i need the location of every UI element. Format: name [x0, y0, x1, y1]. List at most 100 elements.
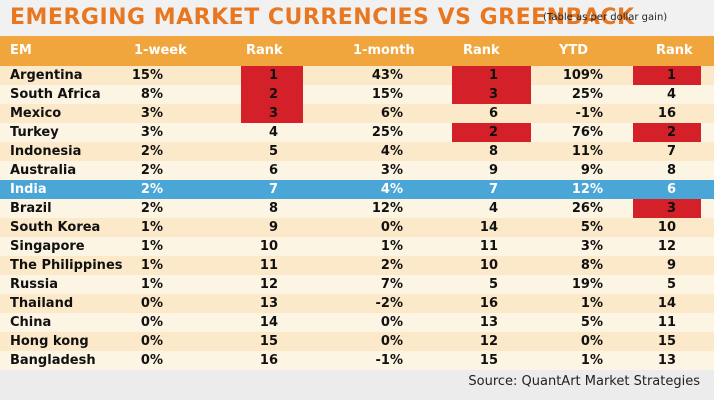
table-row: Singapore 1% 10 1% 11 3% 12: [0, 237, 714, 256]
cell-ytd: 109%: [562, 68, 603, 83]
cell-month-rank: 7: [488, 182, 498, 197]
cell-ytd: 5%: [580, 220, 603, 235]
cell-1-week: 2%: [140, 201, 163, 216]
cell-ytd-rank: 6: [666, 182, 676, 197]
cell-week-rank: 8: [268, 201, 278, 216]
rank-highlight-box: [633, 66, 701, 85]
cell-ytd-rank: 12: [657, 239, 676, 254]
cell-week-rank: 9: [268, 220, 278, 235]
cell-ytd-rank: 4: [666, 87, 676, 102]
footer: Source: QuantArt Market Strategies: [0, 370, 714, 400]
cell-1-week: 3%: [140, 125, 163, 140]
cell-em: Thailand: [10, 296, 74, 311]
cell-1-month: 43%: [371, 68, 403, 83]
cell-1-month: -1%: [375, 353, 403, 368]
cell-month-rank: 14: [479, 220, 498, 235]
cell-1-month: 15%: [371, 87, 403, 102]
cell-month-rank: 2: [488, 125, 498, 140]
table-row: Thailand 0% 13 -2% 16 1% 14: [0, 294, 714, 313]
header-1-month: 1-month: [353, 43, 415, 58]
cell-week-rank: 12: [259, 277, 278, 292]
cell-em: China: [10, 315, 52, 330]
cell-ytd: 25%: [571, 87, 603, 102]
cell-ytd: 5%: [580, 315, 603, 330]
cell-1-week: 15%: [131, 68, 163, 83]
cell-1-week: 0%: [140, 296, 163, 311]
table-row: South Africa 8% 2 15% 3 25% 4: [0, 85, 714, 104]
cell-ytd: 12%: [571, 182, 603, 197]
cell-1-week: 2%: [140, 163, 163, 178]
cell-week-rank: 2: [268, 87, 278, 102]
header-ytd-rank: Rank: [656, 43, 693, 58]
cell-em: The Philippines: [10, 258, 123, 273]
cell-week-rank: 14: [259, 315, 278, 330]
cell-ytd-rank: 14: [657, 296, 676, 311]
cell-ytd-rank: 9: [666, 258, 676, 273]
cell-week-rank: 13: [259, 296, 278, 311]
table-row: Hong kong 0% 15 0% 12 0% 15: [0, 332, 714, 351]
table-row: China 0% 14 0% 13 5% 11: [0, 313, 714, 332]
cell-em: South Africa: [10, 87, 101, 102]
cell-ytd-rank: 11: [657, 315, 676, 330]
source-note: Source: QuantArt Market Strategies: [468, 374, 700, 389]
table-row: Indonesia 2% 5 4% 8 11% 7: [0, 142, 714, 161]
cell-month-rank: 13: [479, 315, 498, 330]
cell-em: Turkey: [10, 125, 59, 140]
cell-ytd: 1%: [580, 296, 603, 311]
cell-1-week: 1%: [140, 239, 163, 254]
table-row: The Philippines 1% 11 2% 10 8% 9: [0, 256, 714, 275]
cell-1-week: 0%: [140, 353, 163, 368]
table-row: Turkey 3% 4 25% 2 76% 2: [0, 123, 714, 142]
cell-month-rank: 3: [488, 87, 498, 102]
header-week-rank: Rank: [246, 43, 283, 58]
cell-week-rank: 3: [268, 106, 278, 121]
cell-ytd: 3%: [580, 239, 603, 254]
rank-highlight-box: [452, 66, 531, 85]
title-bar: EMERGING MARKET CURRENCIES VS GREENBACK …: [0, 0, 714, 36]
cell-month-rank: 8: [488, 144, 498, 159]
cell-1-week: 3%: [140, 106, 163, 121]
table-row: Mexico 3% 3 6% 6 -1% 16: [0, 104, 714, 123]
cell-ytd-rank: 7: [666, 144, 676, 159]
cell-month-rank: 1: [488, 68, 498, 83]
cell-em: Australia: [10, 163, 77, 178]
cell-week-rank: 5: [268, 144, 278, 159]
cell-month-rank: 15: [479, 353, 498, 368]
cell-ytd-rank: 15: [657, 334, 676, 349]
cell-ytd-rank: 8: [666, 163, 676, 178]
rank-highlight-box: [241, 66, 303, 85]
cell-ytd-rank: 13: [657, 353, 676, 368]
cell-1-month: 7%: [380, 277, 403, 292]
cell-1-month: 12%: [371, 201, 403, 216]
cell-1-month: 2%: [380, 258, 403, 273]
cell-em: Russia: [10, 277, 58, 292]
rank-highlight-box: [452, 123, 531, 142]
table-row: Brazil 2% 8 12% 4 26% 3: [0, 199, 714, 218]
table-title: EMERGING MARKET CURRENCIES VS GREENBACK: [10, 5, 635, 30]
cell-week-rank: 15: [259, 334, 278, 349]
cell-em: Brazil: [10, 201, 52, 216]
cell-ytd: 11%: [571, 144, 603, 159]
cell-ytd: 19%: [571, 277, 603, 292]
header-em: EM: [10, 43, 32, 58]
rank-highlight-box: [633, 199, 701, 218]
cell-ytd-rank: 2: [666, 125, 676, 140]
cell-1-month: 6%: [380, 106, 403, 121]
cell-ytd: -1%: [575, 106, 603, 121]
cell-month-rank: 9: [488, 163, 498, 178]
cell-1-week: 8%: [140, 87, 163, 102]
cell-1-month: 1%: [380, 239, 403, 254]
cell-1-week: 2%: [140, 182, 163, 197]
cell-em: Indonesia: [10, 144, 82, 159]
cell-1-month: 4%: [380, 144, 403, 159]
cell-week-rank: 1: [268, 68, 278, 83]
cell-ytd-rank: 3: [666, 201, 676, 216]
cell-ytd: 0%: [580, 334, 603, 349]
cell-month-rank: 10: [479, 258, 498, 273]
rank-highlight-box: [241, 104, 303, 123]
cell-em: Bangladesh: [10, 353, 96, 368]
cell-em: Hong kong: [10, 334, 89, 349]
cell-month-rank: 4: [488, 201, 498, 216]
cell-em: Mexico: [10, 106, 62, 121]
cell-1-month: 3%: [380, 163, 403, 178]
